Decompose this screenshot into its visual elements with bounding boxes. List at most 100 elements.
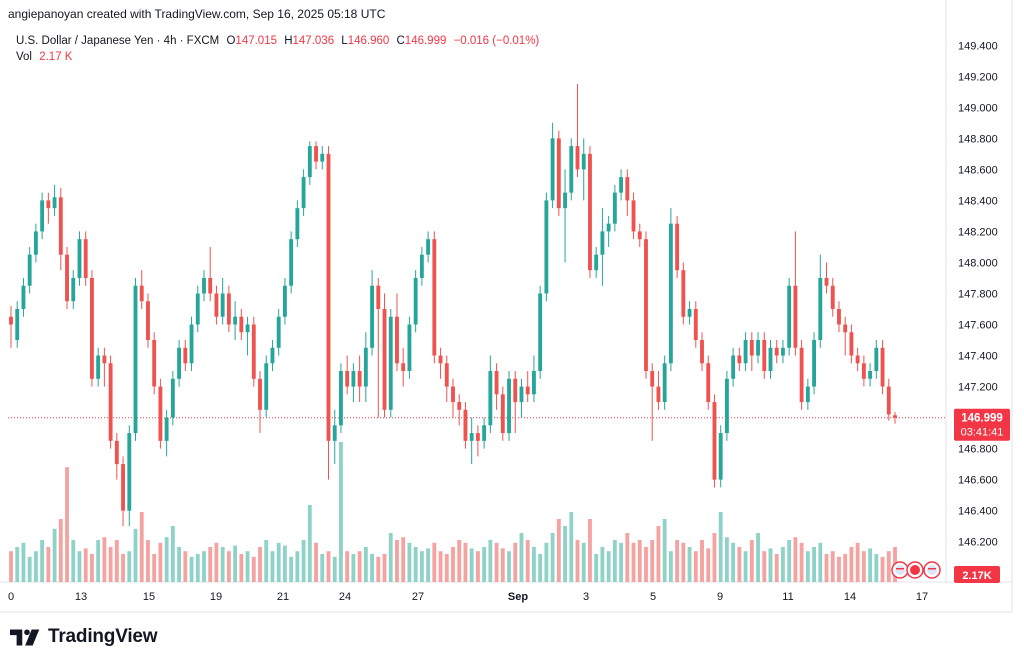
candle[interactable] — [407, 316, 412, 379]
candle[interactable] — [33, 223, 38, 263]
candle[interactable] — [52, 184, 57, 216]
candle[interactable] — [612, 184, 617, 232]
candle[interactable] — [525, 371, 530, 403]
candle[interactable] — [886, 378, 891, 421]
candle[interactable] — [749, 332, 754, 372]
candle[interactable] — [463, 402, 468, 449]
candle[interactable] — [121, 456, 125, 527]
candle[interactable] — [326, 146, 331, 480]
candle[interactable] — [208, 246, 213, 302]
candle[interactable] — [77, 231, 82, 286]
candle[interactable] — [737, 347, 742, 372]
candle[interactable] — [781, 340, 785, 364]
candle[interactable] — [581, 138, 586, 201]
candle[interactable] — [295, 200, 300, 247]
candle[interactable] — [413, 270, 418, 333]
candle[interactable] — [444, 355, 449, 403]
candle[interactable] — [706, 355, 711, 410]
candle[interactable] — [569, 138, 574, 201]
candle[interactable] — [270, 340, 275, 372]
candle[interactable] — [289, 231, 294, 294]
candle[interactable] — [314, 141, 318, 170]
candle[interactable] — [575, 84, 580, 178]
candle[interactable] — [220, 277, 225, 325]
candle[interactable] — [152, 332, 157, 395]
candle[interactable] — [40, 192, 45, 240]
candle[interactable] — [675, 215, 680, 278]
candle[interactable] — [874, 340, 879, 379]
candle[interactable] — [158, 378, 163, 449]
candle[interactable] — [282, 277, 287, 325]
candle[interactable] — [27, 246, 32, 294]
candle[interactable] — [482, 417, 487, 449]
candle[interactable] — [756, 332, 760, 364]
candle[interactable] — [58, 187, 63, 271]
economic-event-icon[interactable] — [923, 561, 941, 579]
candle[interactable] — [644, 231, 648, 379]
candle[interactable] — [164, 409, 169, 457]
candle[interactable] — [855, 347, 860, 372]
candle[interactable] — [594, 246, 599, 278]
candle[interactable] — [83, 231, 88, 286]
candle[interactable] — [363, 332, 368, 403]
candle[interactable] — [619, 169, 624, 201]
candle[interactable] — [264, 355, 269, 418]
candle[interactable] — [320, 146, 325, 170]
candle[interactable] — [189, 316, 194, 372]
candle[interactable] — [650, 363, 655, 441]
candle[interactable] — [668, 208, 673, 372]
candle[interactable] — [700, 332, 704, 372]
candle[interactable] — [332, 409, 337, 465]
candle[interactable] — [556, 130, 561, 216]
candle[interactable] — [357, 355, 362, 403]
candle[interactable] — [861, 355, 866, 387]
candle[interactable] — [183, 340, 188, 372]
candle[interactable] — [606, 215, 611, 247]
candle[interactable] — [793, 231, 798, 356]
candle[interactable] — [849, 324, 854, 364]
candle[interactable] — [519, 378, 524, 418]
candle[interactable] — [812, 332, 817, 395]
candle[interactable] — [544, 192, 549, 302]
candle[interactable] — [588, 146, 592, 278]
candle[interactable] — [239, 308, 244, 341]
candle[interactable] — [102, 347, 107, 387]
candle[interactable] — [457, 394, 462, 426]
candle[interactable] — [139, 270, 144, 309]
candle[interactable] — [893, 411, 897, 424]
candle[interactable] — [382, 293, 387, 418]
candle[interactable] — [712, 394, 717, 488]
candle[interactable] — [743, 332, 748, 372]
candle[interactable] — [46, 192, 51, 224]
candle[interactable] — [868, 363, 873, 387]
candle[interactable] — [258, 371, 262, 434]
candle[interactable] — [799, 340, 804, 410]
candle[interactable] — [631, 192, 636, 240]
candle[interactable] — [426, 231, 431, 263]
candle[interactable] — [693, 301, 698, 348]
candle[interactable] — [488, 355, 493, 434]
candle[interactable] — [451, 378, 455, 418]
candle[interactable] — [170, 371, 175, 426]
candle[interactable] — [762, 332, 767, 379]
candle[interactable] — [71, 270, 76, 309]
candle[interactable] — [127, 425, 132, 527]
candle[interactable] — [513, 371, 518, 434]
candle[interactable] — [843, 316, 848, 356]
candle[interactable] — [351, 363, 356, 403]
candle[interactable] — [133, 277, 138, 441]
candle[interactable] — [276, 308, 281, 356]
candle[interactable] — [637, 223, 642, 247]
candle[interactable] — [15, 301, 20, 348]
candle[interactable] — [662, 355, 667, 410]
candle[interactable] — [195, 285, 200, 333]
candle[interactable] — [600, 208, 605, 286]
candle[interactable] — [432, 231, 437, 364]
candle[interactable] — [395, 293, 399, 372]
candle[interactable] — [787, 277, 792, 356]
candle[interactable] — [251, 316, 256, 387]
candle[interactable] — [805, 378, 810, 410]
candle[interactable] — [376, 277, 381, 418]
candle[interactable] — [401, 347, 406, 387]
